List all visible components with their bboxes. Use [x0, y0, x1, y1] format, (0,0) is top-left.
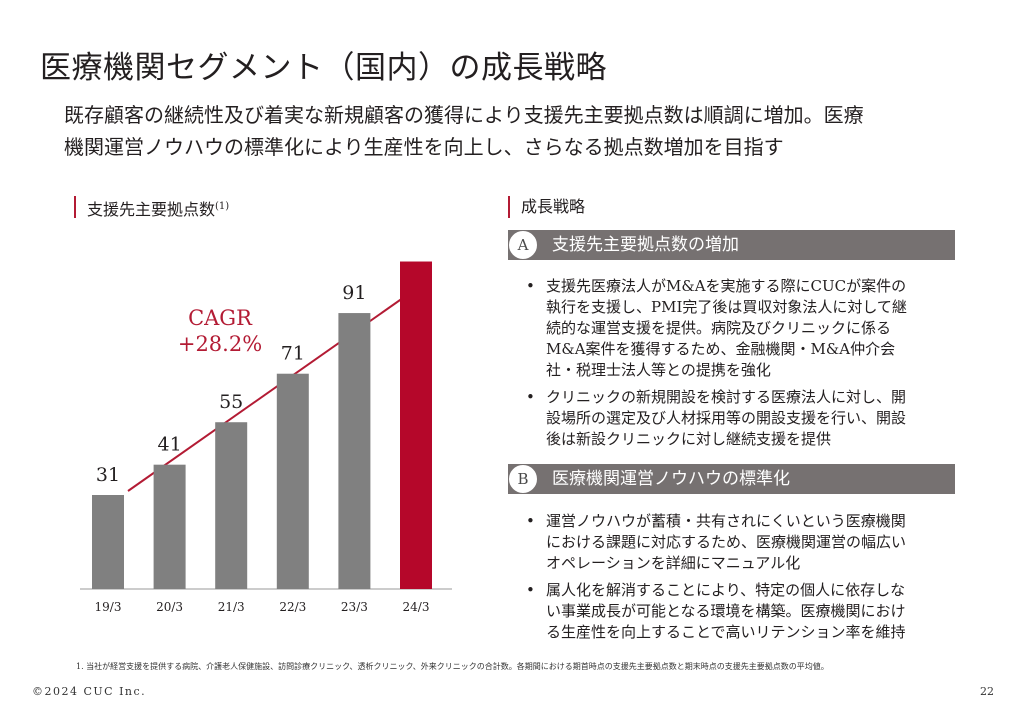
- data-label: 41: [158, 434, 182, 456]
- bullet-line: M&A案件を獲得するため、金融機関・M&A仲介会: [546, 340, 896, 358]
- bullet-line: る生産性を向上することで高いリテンション率を維持: [546, 623, 906, 641]
- bullet-line: 続的な運営支援を提供。病院及びクリニックに係る: [546, 319, 892, 337]
- bar: [400, 261, 432, 589]
- bullet-dot: •: [526, 512, 535, 530]
- bullet-line: における課題に対応するため、医療機関運営の幅広い: [546, 533, 907, 551]
- data-label: 31: [96, 464, 120, 486]
- bar: [276, 373, 309, 589]
- lead-line: 機関運営ノウハウの標準化により生産性を向上し、さらなる拠点数増加を目指す: [64, 135, 784, 159]
- footnote-mark: (1): [215, 201, 230, 212]
- cagr-label: +28.2%: [178, 332, 262, 356]
- data-label: 91: [342, 282, 366, 304]
- strategy-a-bullets: • 支援先医療法人がM&Aを実施する際にCUCが案件の 執行を支援し、PMI完了…: [526, 276, 958, 456]
- x-tick-label: 24/3: [403, 600, 430, 614]
- bullet-line: オペレーションを詳細にマニュアル化: [546, 554, 801, 572]
- bullet-line: 支援先医療法人がM&Aを実施する際にCUCが案件の: [546, 277, 907, 295]
- page-number: 22: [980, 685, 994, 698]
- bullet-line: 後は新設クリニックに対し継続支援を提供: [546, 430, 832, 448]
- bar: [153, 464, 186, 589]
- strategy-b-badge: B: [508, 464, 538, 494]
- chart-section-label-text: 支援先主要拠点数: [87, 200, 216, 219]
- lead-text: 既存顧客の継続性及び着実な新規顧客の獲得により支援先主要拠点数は順調に増加。医療…: [64, 99, 964, 163]
- bullet-line: い事業成長が可能となる環境を構築。医療機関におけ: [546, 602, 906, 620]
- bullet-dot: •: [526, 277, 535, 295]
- bullet-line: 運営ノウハウが蓄積・共有されにくいという医療機関: [546, 512, 906, 530]
- bar: [338, 313, 371, 589]
- bullet-line: 執行を支援し、PMI完了後は買収対象法人に対して継: [546, 298, 907, 316]
- strategy-section-label: 成長戦略: [508, 196, 585, 218]
- page-title: 医療機関セグメント（国内）の成長戦略: [40, 50, 607, 86]
- chart-section-label: 支援先主要拠点数(1): [74, 196, 230, 219]
- strategy-a-title: 支援先主要拠点数の増加: [552, 235, 739, 255]
- data-label: 55: [219, 391, 243, 413]
- bullet-line: 属人化を解消することにより、特定の個人に依存しな: [546, 581, 906, 599]
- bullet-line: クリニックの新規開設を検討する医療法人に対し、開: [546, 388, 907, 406]
- strategy-a-badge: A: [508, 230, 538, 260]
- bullet-line: 社・税理士法人等との提携を強化: [546, 361, 771, 379]
- strategy-b-title: 医療機関運営ノウハウの標準化: [552, 469, 790, 489]
- x-tick-label: 20/3: [156, 600, 183, 614]
- strategy-b-bullets: • 運営ノウハウが蓄積・共有されにくいという医療機関 における課題に対応するため…: [526, 511, 958, 649]
- bullet-item: • 属人化を解消することにより、特定の個人に依存しな い事業成長が可能となる環境…: [526, 580, 958, 643]
- x-tick-label: 19/3: [95, 600, 122, 614]
- x-tick-label: 23/3: [341, 600, 368, 614]
- strategy-a-header: A 支援先主要拠点数の増加: [508, 230, 955, 260]
- x-tick-label: 21/3: [218, 600, 245, 614]
- bullet-line: 設場所の選定及び人材採用等の開設支援を行い、開設: [546, 409, 907, 427]
- bar-chart: 3119/34120/35521/37122/39123/310824/3CAG…: [80, 261, 452, 614]
- footnote: 1. 当社が経営支援を提供する病院、介護老人保健施設、訪問診療クリニック、透析ク…: [76, 662, 829, 671]
- bar: [92, 495, 124, 589]
- bar: [215, 422, 248, 589]
- strategy-b-header: B 医療機関運営ノウハウの標準化: [508, 464, 955, 494]
- bullet-item: • 支援先医療法人がM&Aを実施する際にCUCが案件の 執行を支援し、PMI完了…: [526, 276, 958, 381]
- cagr-arrow-line: [127, 285, 421, 492]
- data-label: 71: [281, 343, 305, 365]
- cagr-label: CAGR: [188, 306, 253, 330]
- x-tick-label: 22/3: [279, 600, 306, 614]
- bullet-dot: •: [526, 581, 535, 599]
- bullet-dot: •: [526, 388, 535, 406]
- copyright: ©2024 CUC Inc.: [32, 685, 147, 698]
- bullet-item: • クリニックの新規開設を検討する医療法人に対し、開 設場所の選定及び人材採用等…: [526, 387, 958, 450]
- lead-line: 既存顧客の継続性及び着実な新規顧客の獲得により支援先主要拠点数は順調に増加。医療: [64, 103, 864, 127]
- bullet-item: • 運営ノウハウが蓄積・共有されにくいという医療機関 における課題に対応するため…: [526, 511, 958, 574]
